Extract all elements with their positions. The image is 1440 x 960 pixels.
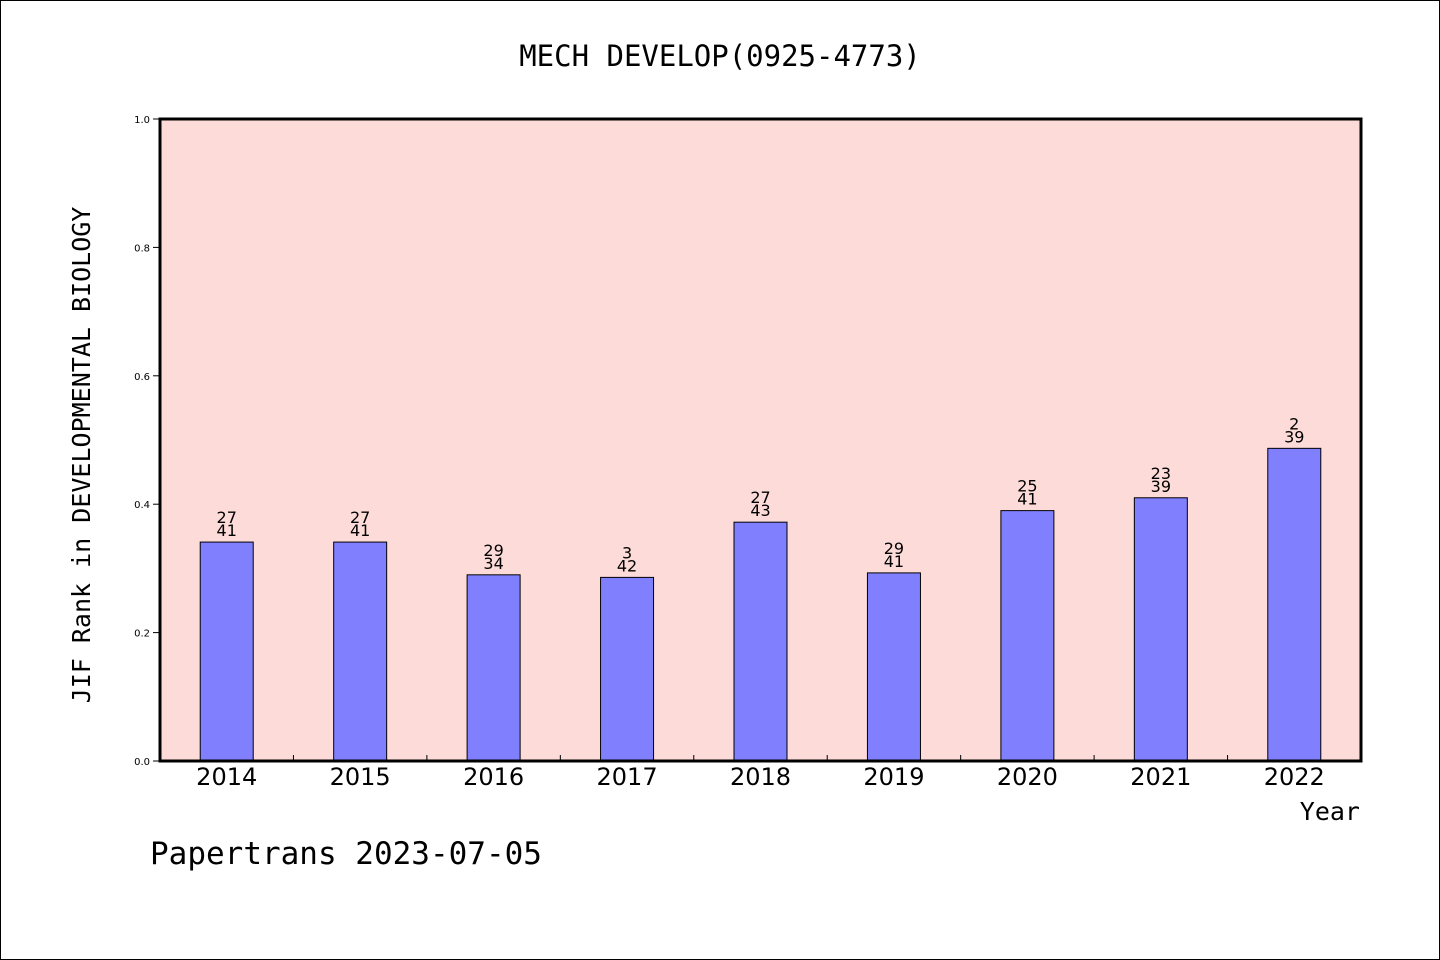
bar-2018 xyxy=(733,521,788,762)
bar-2015 xyxy=(333,541,388,762)
y-tick-label: 0.6 xyxy=(134,372,150,383)
x-tick-label: 2021 xyxy=(1130,763,1191,791)
x-axis-ticks: 2014 2015 2016 2017 2018 2019 2020 2021 2022 xyxy=(196,755,1325,791)
bar-label-bottom: 39 xyxy=(1151,477,1171,496)
bar-label-bottom: 34 xyxy=(483,554,503,573)
x-axis-label: Year xyxy=(1300,797,1360,826)
bar-label-top: 27 xyxy=(350,508,370,527)
bar-label-top: 23 xyxy=(1151,464,1171,483)
y-tick-label: 0.4 xyxy=(134,500,150,511)
bar-2019 xyxy=(866,572,921,762)
bar-2021 xyxy=(1133,497,1188,762)
chart-title: MECH DEVELOP(0925-4773) xyxy=(519,39,921,73)
x-tick-label: 2016 xyxy=(463,763,524,791)
x-tick-label: 2022 xyxy=(1264,763,1325,791)
x-tick-label: 2020 xyxy=(997,763,1058,791)
bar-label-bottom: 41 xyxy=(884,552,904,571)
y-tick-label: 0.2 xyxy=(134,629,150,640)
bar-label-top: 27 xyxy=(750,488,770,507)
x-tick-label: 2019 xyxy=(863,763,924,791)
bar-label-top: 2 xyxy=(1289,414,1299,433)
x-tick-label: 2015 xyxy=(330,763,391,791)
bar-label-top: 25 xyxy=(1017,477,1037,496)
bar-label-bottom: 42 xyxy=(617,556,637,575)
bar-2022 xyxy=(1267,447,1322,762)
x-tick-label: 2014 xyxy=(196,763,257,791)
bars-group xyxy=(199,447,1322,762)
y-tick-label: 0.0 xyxy=(134,757,150,768)
bar-label-top: 29 xyxy=(483,541,503,560)
plot-border xyxy=(158,117,1363,763)
bar-label-bottom: 39 xyxy=(1284,427,1304,446)
x-tick-label: 2017 xyxy=(597,763,658,791)
bar-2017 xyxy=(600,576,655,762)
bar-label-top: 27 xyxy=(217,508,237,527)
bar-label-top: 3 xyxy=(622,543,632,562)
bar-label-bottom: 41 xyxy=(217,521,237,540)
y-axis-label: JIF Rank in DEVELOPMENTAL BIOLOGY xyxy=(67,207,96,704)
bar-label-bottom: 41 xyxy=(350,521,370,540)
bar-2020 xyxy=(1000,510,1055,762)
y-tick-label: 1.0 xyxy=(134,115,150,126)
x-tick-label: 2018 xyxy=(730,763,791,791)
footer-text: Papertrans 2023-07-05 xyxy=(150,836,542,872)
y-axis-ticks: 0.0 0.2 0.4 0.6 0.8 1.0 xyxy=(134,115,160,768)
bar-label-bottom: 43 xyxy=(750,501,770,520)
y-tick-label: 0.8 xyxy=(134,243,150,254)
bar-2016 xyxy=(466,574,521,762)
bar-label-top: 29 xyxy=(884,539,904,558)
bar-label-bottom: 41 xyxy=(1017,490,1037,509)
bar-2014 xyxy=(199,541,254,762)
